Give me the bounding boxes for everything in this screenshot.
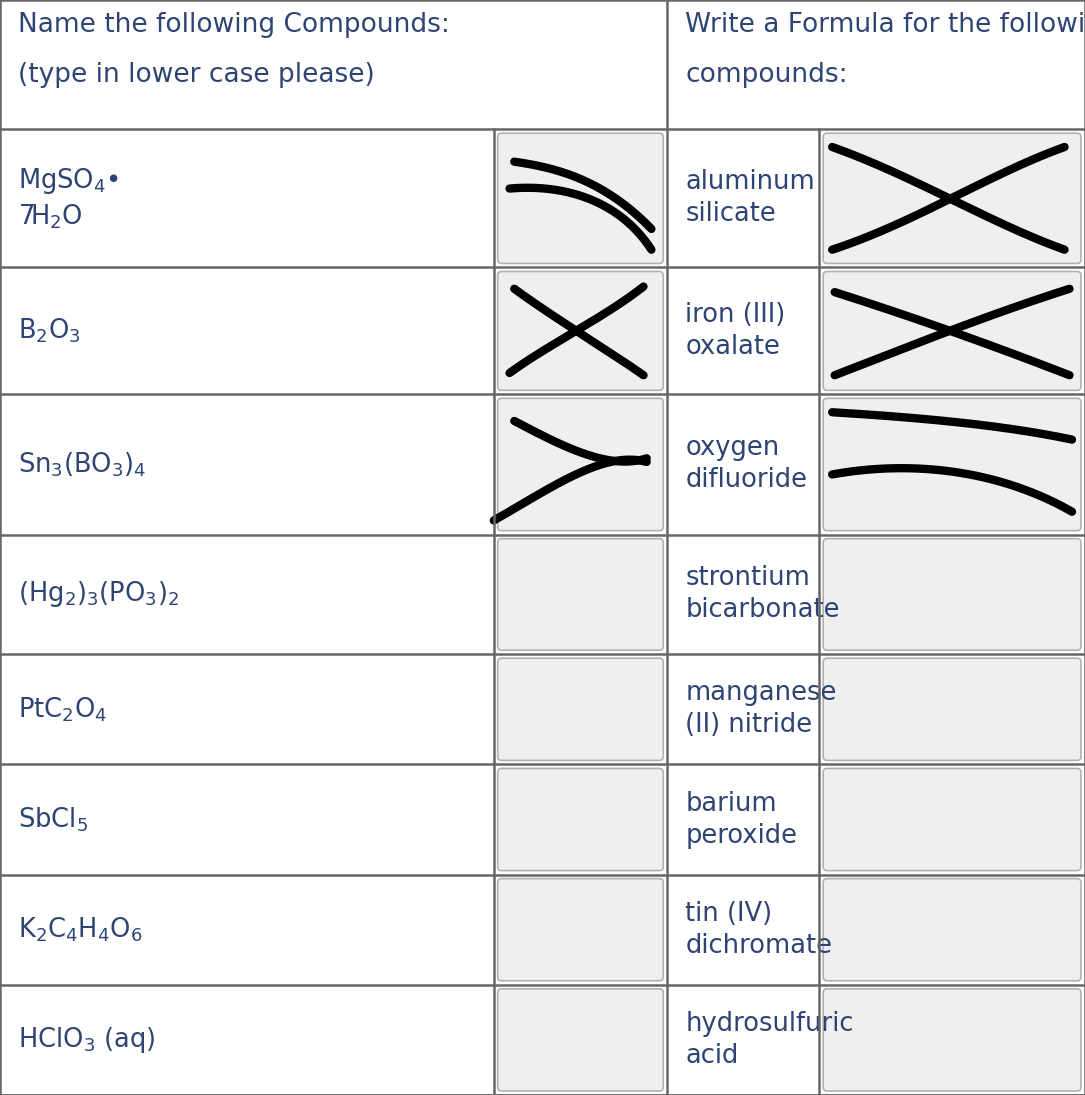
Text: Write a Formula for the following: Write a Formula for the following [686,12,1085,38]
FancyBboxPatch shape [824,134,1081,264]
Text: Name the following Compounds:: Name the following Compounds: [18,12,450,38]
FancyBboxPatch shape [498,272,663,390]
Text: tin (IV)
dichromate: tin (IV) dichromate [686,901,832,959]
Text: (type in lower case please): (type in lower case please) [18,62,374,88]
FancyBboxPatch shape [498,539,663,650]
Text: (Hg$_2$)$_3$(PO$_3$)$_2$: (Hg$_2$)$_3$(PO$_3$)$_2$ [18,579,179,610]
FancyBboxPatch shape [498,878,663,981]
Text: barium
peroxide: barium peroxide [686,791,797,849]
FancyBboxPatch shape [498,769,663,871]
FancyBboxPatch shape [824,769,1081,871]
FancyBboxPatch shape [498,989,663,1091]
Text: K$_2$C$_4$H$_4$O$_6$: K$_2$C$_4$H$_4$O$_6$ [18,915,142,944]
FancyBboxPatch shape [824,539,1081,650]
Text: SbCl$_5$: SbCl$_5$ [18,805,88,833]
Text: B$_2$O$_3$: B$_2$O$_3$ [18,316,80,345]
FancyBboxPatch shape [824,658,1081,760]
FancyBboxPatch shape [498,658,663,760]
Text: MgSO$_4$•
7H$_2$O: MgSO$_4$• 7H$_2$O [18,165,119,231]
Text: iron (III)
oxalate: iron (III) oxalate [686,302,786,360]
Text: aluminum
silicate: aluminum silicate [686,170,815,228]
Text: hydrosulfuric
acid: hydrosulfuric acid [686,1011,854,1069]
Text: strontium
bicarbonate: strontium bicarbonate [686,565,840,623]
FancyBboxPatch shape [498,134,663,264]
FancyBboxPatch shape [824,878,1081,981]
Text: HClO$_3$ (aq): HClO$_3$ (aq) [18,1025,155,1054]
FancyBboxPatch shape [824,399,1081,531]
Text: Sn$_3$(BO$_3$)$_4$: Sn$_3$(BO$_3$)$_4$ [18,450,146,479]
FancyBboxPatch shape [824,272,1081,390]
FancyBboxPatch shape [824,989,1081,1091]
Text: oxygen
difluoride: oxygen difluoride [686,436,807,494]
Text: compounds:: compounds: [686,62,847,88]
Text: PtC$_2$O$_4$: PtC$_2$O$_4$ [18,695,107,724]
FancyBboxPatch shape [498,399,663,531]
Text: manganese
(II) nitride: manganese (II) nitride [686,680,837,738]
